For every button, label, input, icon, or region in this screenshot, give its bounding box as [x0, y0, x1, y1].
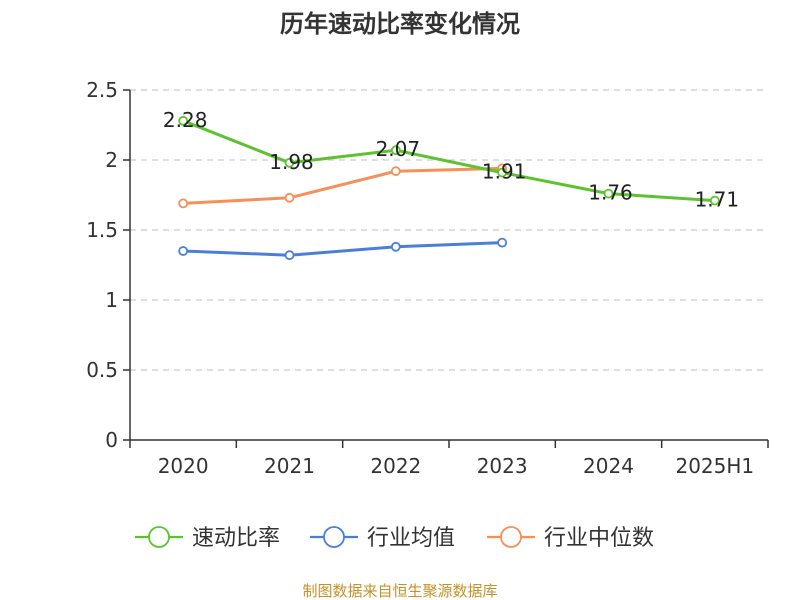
y-tick-label: 1.5: [86, 218, 118, 242]
series-line-1: [182, 119, 715, 203]
legend-swatch-marker: [148, 526, 170, 548]
legend-label: 行业均值: [367, 526, 455, 551]
legend-label: 行业中位数: [544, 526, 654, 551]
legend-label: 速动比率: [192, 526, 280, 551]
series-line-3: [183, 166, 503, 205]
data-label: 2.28: [163, 108, 208, 132]
gridlines: [130, 89, 768, 371]
data-point: [390, 166, 401, 177]
x-tick-label: 2023: [477, 454, 528, 478]
data-point: [284, 192, 295, 203]
data-point: [497, 237, 508, 248]
chart-title: 历年速动比率变化情况: [280, 10, 520, 38]
data-point: [178, 115, 189, 126]
x-tick-label: 2021: [264, 454, 315, 478]
data-label: 1.98: [269, 150, 314, 174]
x-tick-label: 2022: [370, 454, 421, 478]
data-label: 2.07: [376, 137, 421, 161]
data-point: [390, 145, 401, 156]
legend-item-1: 速动比率: [135, 526, 280, 551]
legend-swatch-marker: [500, 526, 522, 548]
legend-item-2: 行业均值: [310, 526, 455, 551]
data-label: 1.91: [482, 160, 527, 184]
y-tick-label: 2.5: [86, 78, 118, 102]
legend-item-3: 行业中位数: [487, 526, 654, 551]
source-note: 制图数据来自恒生聚源数据库: [302, 582, 497, 600]
data-point: [284, 250, 295, 261]
legend: 速动比率 行业均值 行业中位数: [135, 526, 654, 551]
series-line-2: [183, 241, 503, 257]
legend-swatch-marker: [323, 526, 345, 548]
data-label: 1.71: [695, 188, 740, 212]
data-label: 1.76: [588, 181, 633, 205]
data-point: [390, 241, 401, 252]
series-layer: [178, 115, 720, 261]
axes: 0 0.5 1 1.5 2 2.5 2020 2021 2022 2023 2024 2025H1: [86, 78, 769, 478]
y-tick-label: 2: [105, 148, 118, 172]
y-tick-label: 0: [105, 428, 118, 452]
data-point: [709, 195, 720, 206]
x-tick-label: 2020: [158, 454, 209, 478]
data-point: [178, 246, 189, 256]
data-point: [497, 167, 508, 178]
data-labels: 2.28 1.98 2.07 1.91 1.76 1.71: [163, 108, 739, 212]
y-tick-label: 0.5: [86, 358, 118, 382]
y-tick-label: 1: [105, 288, 118, 312]
data-point: [603, 188, 614, 199]
x-tick-label: 2024: [583, 454, 634, 478]
data-point: [284, 157, 295, 168]
x-tick-label: 2025H1: [675, 454, 754, 478]
data-point: [178, 198, 189, 209]
